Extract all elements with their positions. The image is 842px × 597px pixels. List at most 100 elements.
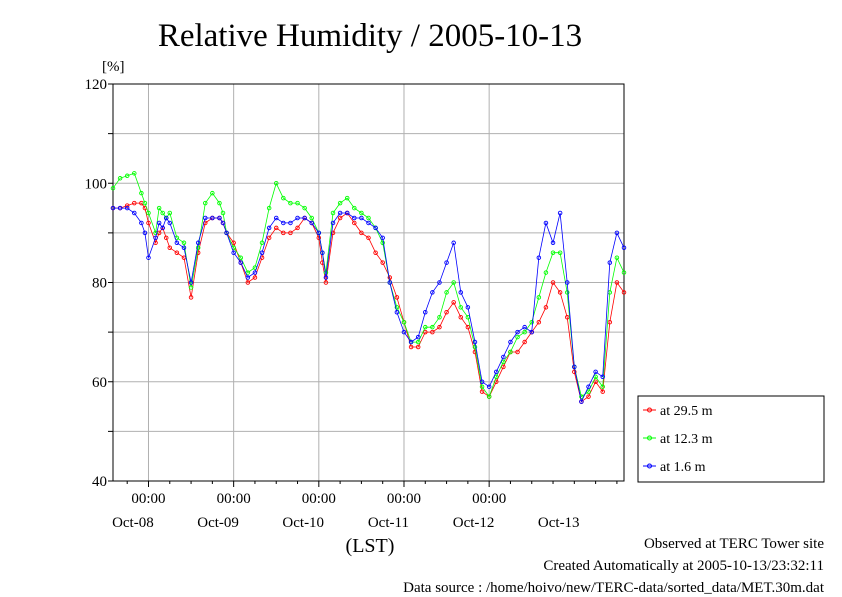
data-point bbox=[465, 324, 471, 330]
data-point bbox=[217, 215, 222, 221]
data-point bbox=[387, 280, 393, 285]
data-point bbox=[295, 200, 300, 206]
y-tick-label: 40 bbox=[92, 474, 107, 490]
data-point bbox=[423, 329, 428, 335]
y-axis-unit: [%] bbox=[102, 59, 125, 75]
data-point bbox=[479, 389, 485, 394]
data-point bbox=[529, 329, 534, 335]
data-point bbox=[621, 245, 627, 251]
data-point bbox=[600, 389, 605, 394]
data-point bbox=[139, 190, 144, 196]
data-point bbox=[273, 225, 279, 231]
data-point bbox=[486, 384, 492, 389]
data-point bbox=[522, 324, 527, 330]
data-point bbox=[621, 270, 627, 275]
data-point bbox=[309, 215, 314, 221]
x-tick-label: 00:00 bbox=[472, 491, 506, 507]
data-point bbox=[352, 220, 357, 226]
data-point bbox=[132, 171, 137, 176]
data-point bbox=[607, 260, 613, 265]
data-point bbox=[415, 339, 421, 345]
data-point bbox=[245, 280, 251, 285]
data-point bbox=[515, 329, 520, 335]
y-tick-label: 120 bbox=[85, 77, 108, 93]
y-axis-ticks: 40 60 80 100 120 bbox=[85, 77, 113, 490]
data-point bbox=[344, 210, 350, 216]
y-tick-label: 60 bbox=[92, 375, 107, 391]
data-point bbox=[394, 305, 400, 310]
data-point bbox=[266, 225, 272, 231]
data-point bbox=[352, 215, 357, 221]
data-point bbox=[593, 369, 598, 375]
data-point bbox=[281, 220, 286, 226]
data-point bbox=[437, 324, 442, 330]
grid-lines bbox=[113, 84, 624, 481]
data-point bbox=[423, 310, 428, 315]
data-point bbox=[359, 210, 364, 216]
data-point bbox=[195, 240, 201, 246]
date-label: Oct-11 bbox=[368, 515, 409, 531]
data-point bbox=[238, 260, 243, 265]
data-point bbox=[529, 319, 534, 325]
data-point bbox=[515, 349, 520, 355]
data-point bbox=[536, 319, 542, 325]
data-point bbox=[352, 205, 357, 211]
data-point bbox=[550, 240, 556, 246]
data-point bbox=[586, 394, 591, 399]
data-point bbox=[557, 250, 563, 255]
data-point bbox=[146, 255, 151, 260]
data-point bbox=[139, 220, 144, 226]
data-point bbox=[203, 215, 208, 221]
series-3 bbox=[110, 205, 627, 404]
date-label: Oct-13 bbox=[538, 515, 580, 531]
data-point bbox=[621, 290, 627, 295]
data-point bbox=[160, 210, 165, 216]
data-point bbox=[408, 339, 414, 345]
data-point bbox=[394, 310, 400, 315]
data-point bbox=[373, 225, 378, 231]
data-point bbox=[181, 245, 187, 251]
data-point bbox=[132, 210, 137, 216]
data-point bbox=[373, 250, 378, 255]
data-point bbox=[600, 384, 605, 389]
data-point bbox=[174, 250, 180, 255]
data-point bbox=[380, 260, 385, 265]
data-point bbox=[550, 280, 556, 285]
data-point bbox=[572, 364, 577, 370]
data-point bbox=[132, 200, 137, 206]
legend-swatch-marker bbox=[647, 407, 652, 413]
data-point bbox=[210, 190, 215, 196]
data-point bbox=[359, 215, 364, 221]
series-line bbox=[112, 172, 625, 398]
legend-box bbox=[637, 395, 825, 483]
data-point bbox=[323, 280, 329, 285]
data-point bbox=[522, 329, 527, 335]
data-point bbox=[316, 230, 322, 236]
data-point bbox=[380, 235, 385, 241]
data-point bbox=[557, 290, 563, 295]
data-point bbox=[444, 290, 449, 295]
data-point bbox=[245, 270, 251, 275]
data-point bbox=[486, 394, 492, 399]
data-point bbox=[302, 205, 307, 211]
date-label: Oct-12 bbox=[453, 515, 495, 531]
data-point bbox=[323, 275, 329, 280]
data-point bbox=[572, 369, 577, 375]
data-point bbox=[163, 235, 169, 241]
data-point bbox=[430, 324, 435, 330]
data-point bbox=[564, 280, 570, 285]
legend: at 29.5 m at 12.3 m at 1.6 m bbox=[637, 395, 825, 483]
x-axis-label: (LST) bbox=[346, 535, 395, 557]
x-tick-label: 00:00 bbox=[131, 491, 165, 507]
data-point bbox=[430, 329, 435, 335]
data-point bbox=[564, 290, 570, 295]
data-point bbox=[316, 235, 322, 241]
data-point bbox=[430, 290, 435, 295]
x-tick-label: 00:00 bbox=[302, 491, 336, 507]
data-point bbox=[252, 275, 258, 280]
data-point bbox=[203, 220, 208, 226]
data-point bbox=[543, 220, 549, 226]
data-point bbox=[181, 240, 187, 246]
data-point bbox=[366, 235, 371, 241]
data-point bbox=[515, 334, 520, 340]
